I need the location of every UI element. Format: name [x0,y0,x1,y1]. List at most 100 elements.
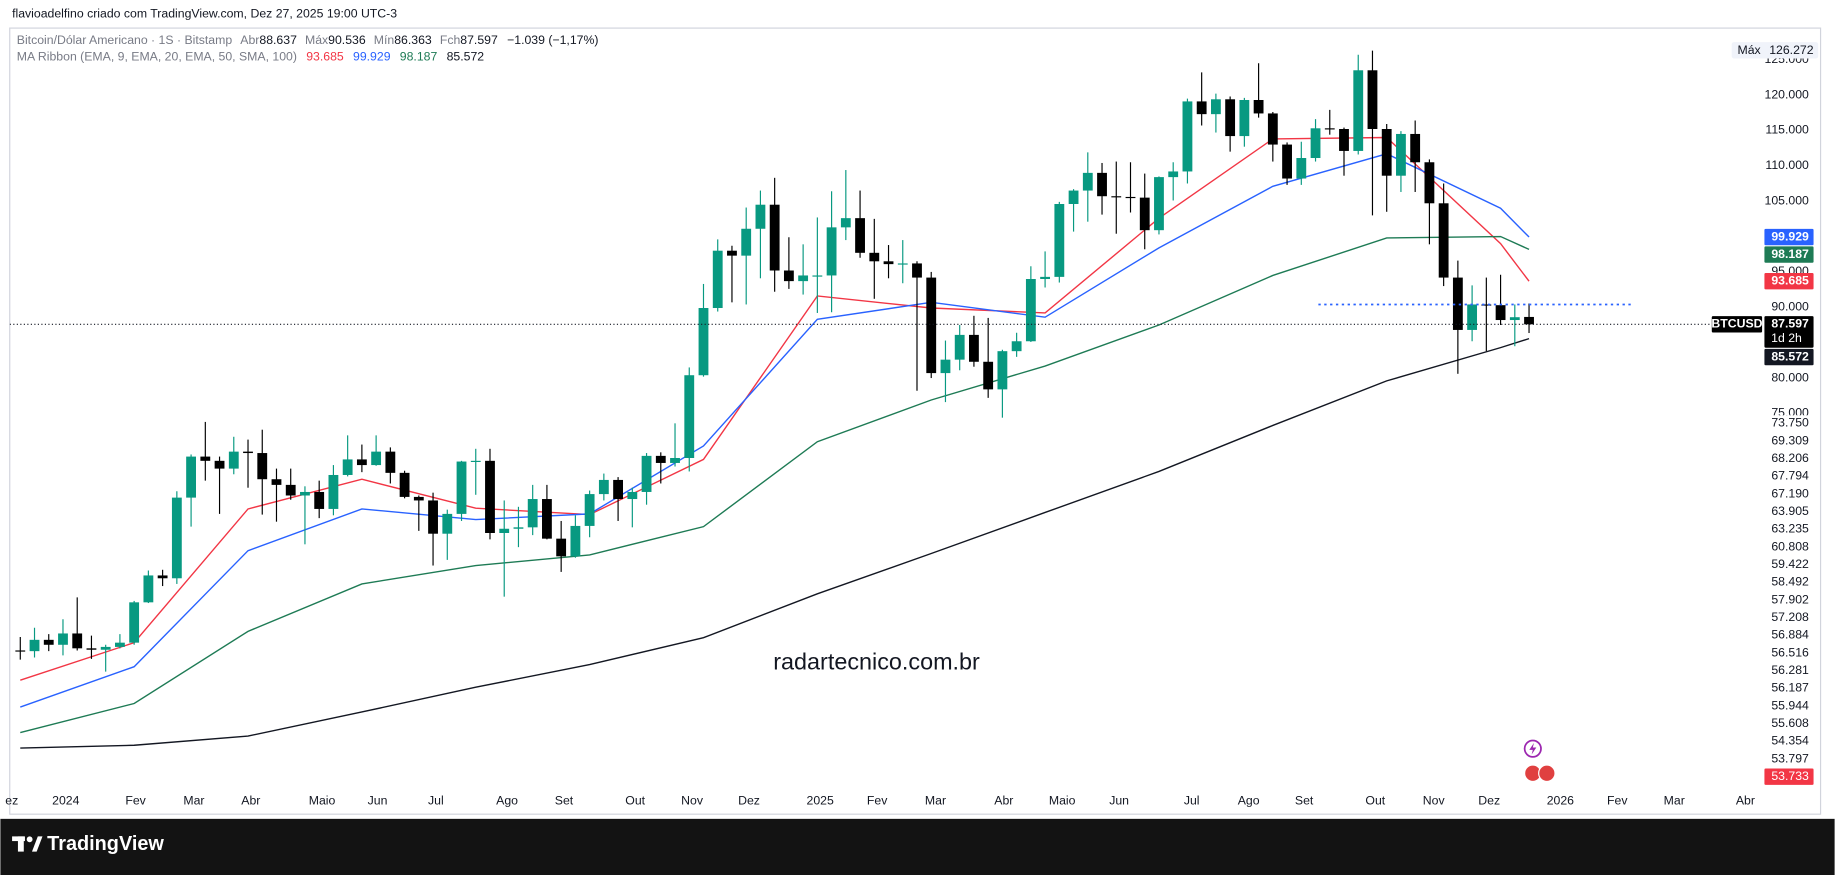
candle-body [1082,172,1093,191]
candle-body [1154,177,1164,231]
value-badge [1764,228,1814,246]
candle-body [499,528,510,533]
candle-body [1296,158,1307,179]
candle-body [72,633,83,649]
candle-body [513,527,524,529]
candle-body [15,650,26,652]
price-label: 60.808 [1771,539,1809,553]
candle-body [641,455,652,492]
ohlc-label: Mín [374,33,395,47]
price-label-bg [1764,715,1814,732]
candle-body [598,479,609,495]
event-icons [1523,739,1556,783]
x-tick-label: Abr [241,794,260,808]
candle-body [115,642,125,647]
candle-body [670,457,680,463]
candle-body [385,451,396,473]
candle-body [157,575,168,579]
event-icon-glyph [1529,742,1537,755]
x-tick-label: Mar [1664,794,1685,808]
chart-frame [9,27,1822,815]
candle-body [855,218,865,253]
change-label: −1.039 (−1,17%) [507,33,598,47]
x-tick-label: Set [555,794,574,808]
candle-body [997,351,1008,390]
price-label-bg [1764,415,1814,432]
price-label: 55.944 [1771,698,1809,712]
value-badge [1764,246,1814,263]
candle-body [1282,144,1292,179]
ma-line [20,153,1530,708]
price-label: 63.905 [1771,504,1809,518]
price-label-bg [1764,662,1814,679]
y-tick-label: 80.000 [1771,370,1809,384]
value-badge-label: 87.597 [1771,317,1809,331]
candle-body [769,204,780,271]
price-label: 58.492 [1771,575,1809,589]
price-label-bg [1764,644,1814,662]
x-tick-label: Dez [1478,794,1500,808]
x-tick-label: 2025 [807,794,834,808]
indicator-value: 99.929 [353,50,391,64]
price-label-bg [1764,750,1814,768]
price-label-bg [1764,680,1814,697]
candle-body [969,334,979,362]
candle-body [300,491,310,496]
candle-body [285,484,296,496]
value-badge-label: 85.572 [1771,349,1809,363]
attribution: flavioadelfino criado com TradingView.co… [12,6,397,20]
symbol-badge-label: BTCUSD [1711,317,1762,331]
price-label-bg [1764,468,1814,485]
candle-body [1339,129,1349,151]
candle-body [1168,171,1179,178]
candle-body [1125,196,1136,199]
candle-body [143,575,154,603]
ma-line [20,235,1530,734]
price-label-bg [1764,591,1814,609]
candle-body [399,472,410,497]
ohlc-value: 86.363 [394,33,432,47]
candle-body [983,361,994,390]
indicator-value: 85.572 [447,50,485,64]
candle-body [442,513,453,534]
ohlc-label: Máx [305,33,328,47]
value-badge-label: 98.187 [1771,247,1809,261]
candle-body [1182,101,1193,172]
candle-body [556,538,567,557]
candle-body [171,497,182,579]
x-tick-label: Jun [368,794,388,808]
candle-body [228,451,239,469]
indicator-label: MA Ribbon (EMA, 9, EMA, 20, EMA, 50, SMA… [17,50,297,64]
y-tick-label: 115.000 [1765,123,1809,137]
x-tick-label: Jul [428,794,444,808]
candle-body [1509,317,1520,321]
price-label: 67.794 [1771,469,1809,483]
x-tick-label: 2026 [1547,794,1574,808]
candle-body [613,479,624,500]
event-icon[interactable] [1538,764,1556,783]
candle-body [1410,133,1421,163]
x-tick-label: Mar [925,794,946,808]
ohlc-label: Fch [440,33,461,47]
price-label-bg [1764,609,1814,626]
value-badge [1764,273,1814,290]
candle-body [940,359,951,374]
candle-body [1025,278,1036,342]
legend-indicator: MA Ribbon (EMA, 9, EMA, 20, EMA, 50, SMA… [17,50,485,64]
x-tick-label: 2024 [52,794,79,808]
x-tick-label: Fev [1607,794,1628,808]
price-label: 59.422 [1771,557,1809,571]
x-tick-label: Fev [867,794,888,808]
price-label: 69.309 [1771,433,1809,447]
price-label: 56.884 [1771,628,1809,642]
price-label: 54.354 [1771,734,1809,748]
price-label: 53.797 [1771,751,1809,765]
candle-body [826,227,837,276]
candle-body [413,496,424,501]
candle-body [58,633,68,645]
candle-body [271,479,282,485]
candle-body [470,460,481,462]
candle-body [371,451,382,466]
x-tick-label: Maio [309,794,336,808]
candle-body [542,499,552,539]
